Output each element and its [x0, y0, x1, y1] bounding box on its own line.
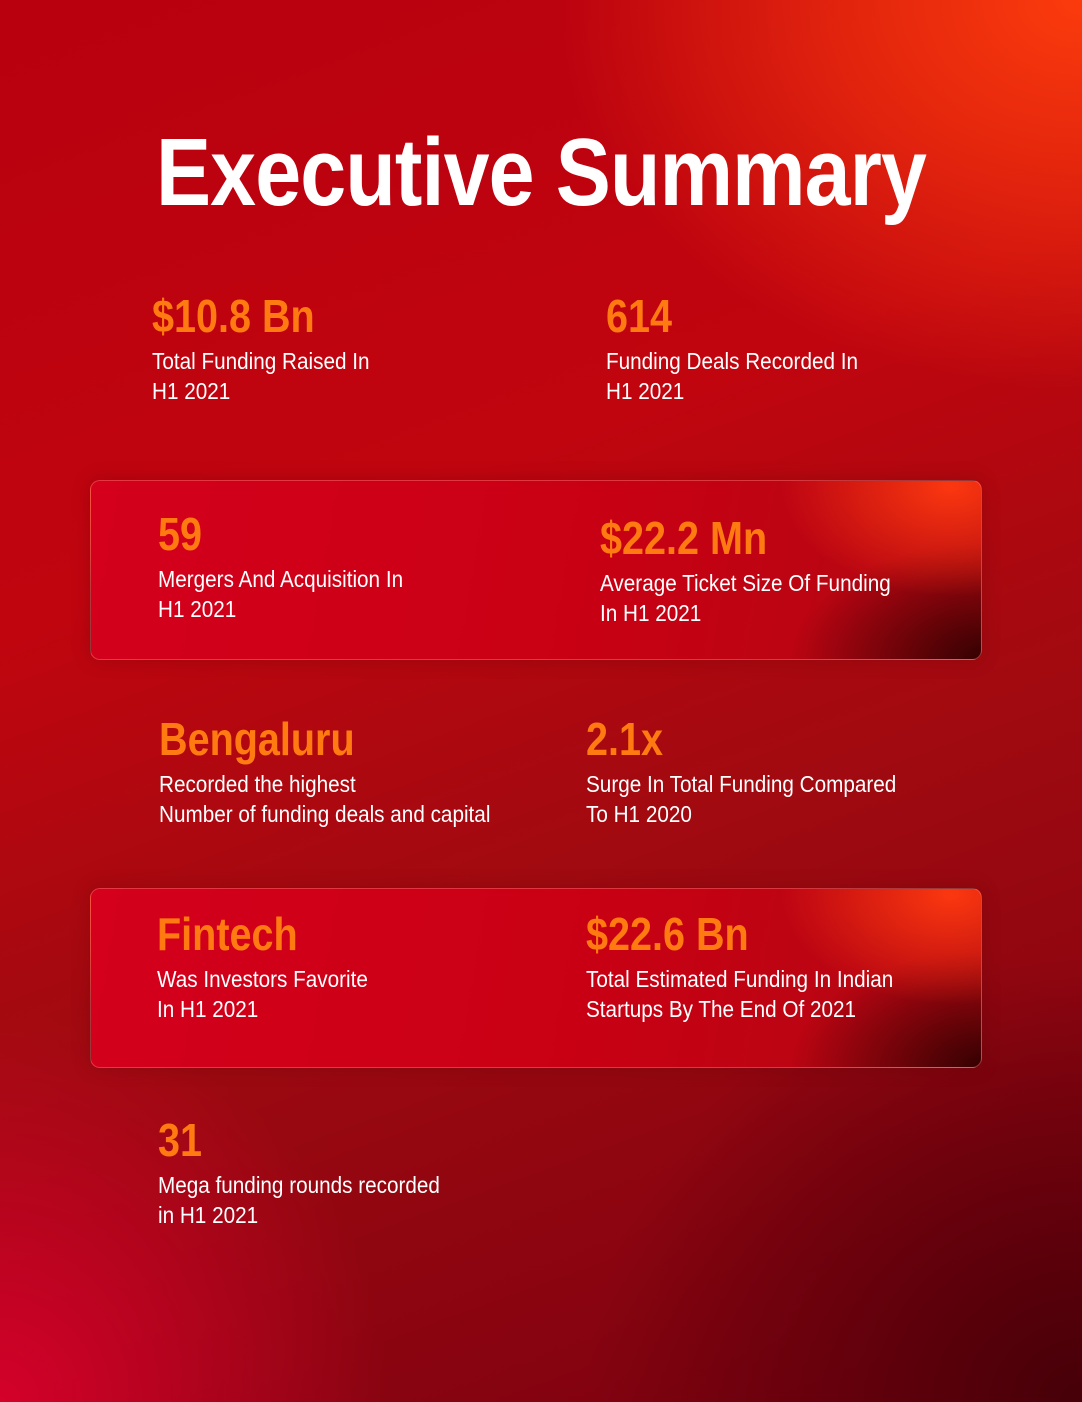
- stat-description-line1: Recorded the highest: [159, 771, 356, 797]
- stat-mega-rounds: 31 Mega funding rounds recorded in H1 20…: [158, 1114, 471, 1230]
- stat-value: $22.6 Bn: [586, 908, 749, 960]
- stat-description-line1: Was Investors Favorite: [157, 966, 368, 992]
- stat-description-line2: In H1 2021: [600, 600, 702, 626]
- stat-description-line2: in H1 2021: [158, 1202, 259, 1228]
- stat-description-line2: Number of funding deals and capital: [159, 801, 491, 827]
- stat-estimated-funding: $22.6 Bn Total Estimated Funding In Indi…: [586, 908, 927, 1024]
- stat-value: $22.2 Mn: [600, 512, 768, 564]
- stat-description-line2: To H1 2020: [586, 801, 692, 827]
- stat-description-line1: Mega funding rounds recorded: [158, 1172, 440, 1198]
- stat-value: 2.1x: [586, 713, 663, 765]
- stat-description-line1: Average Ticket Size Of Funding: [600, 570, 891, 596]
- stat-average-ticket-size: $22.2 Mn Average Ticket Size Of Funding …: [600, 512, 923, 628]
- stat-mergers-acquisitions: 59 Mergers And Acquisition In H1 2021: [158, 508, 430, 624]
- stat-funding-surge: 2.1x Surge In Total Funding Compared To …: [586, 713, 931, 829]
- stat-description: Mega funding rounds recorded in H1 2021: [158, 1170, 440, 1230]
- stat-description-line2: H1 2021: [606, 378, 685, 404]
- stat-description: Average Ticket Size Of Funding In H1 202…: [600, 568, 891, 628]
- stat-description: Funding Deals Recorded In H1 2021: [606, 346, 858, 406]
- stat-description-line1: Total Estimated Funding In Indian: [586, 966, 894, 992]
- stat-value: Bengaluru: [159, 713, 355, 765]
- stat-value: $10.8 Bn: [152, 290, 315, 342]
- stat-description: Was Investors Favorite In H1 2021: [157, 964, 368, 1024]
- stat-description-line1: Surge In Total Funding Compared: [586, 771, 897, 797]
- stat-description-line1: Mergers And Acquisition In: [158, 566, 404, 592]
- stat-description-line2: Startups By The End Of 2021: [586, 996, 857, 1022]
- stat-total-funding: $10.8 Bn Total Funding Raised In H1 2021: [152, 290, 394, 406]
- stat-description-line2: H1 2021: [158, 596, 237, 622]
- stat-fintech: Fintech Was Investors Favorite In H1 202…: [157, 908, 391, 1024]
- stat-description: Mergers And Acquisition In H1 2021: [158, 564, 403, 624]
- stat-value: Fintech: [157, 908, 298, 960]
- stat-description-line2: In H1 2021: [157, 996, 259, 1022]
- stat-value: 59: [158, 508, 203, 560]
- stat-description: Total Funding Raised In H1 2021: [152, 346, 369, 406]
- stat-description-line1: Funding Deals Recorded In: [606, 348, 858, 374]
- stat-description-line1: Total Funding Raised In: [152, 348, 370, 374]
- stat-description: Surge In Total Funding Compared To H1 20…: [586, 769, 896, 829]
- stat-value: 614: [606, 290, 673, 342]
- highlight-card-1: [90, 480, 982, 660]
- stat-funding-deals: 614 Funding Deals Recorded In H1 2021: [606, 290, 886, 406]
- stat-bengaluru: Bengaluru Recorded the highest Number of…: [159, 713, 527, 829]
- stat-description-line2: H1 2021: [152, 378, 231, 404]
- stat-description: Recorded the highest Number of funding d…: [159, 769, 490, 829]
- highlight-card-2: [90, 888, 982, 1068]
- stat-value: 31: [158, 1114, 203, 1166]
- page-title: Executive Summary: [155, 119, 927, 226]
- stat-description: Total Estimated Funding In Indian Startu…: [586, 964, 893, 1024]
